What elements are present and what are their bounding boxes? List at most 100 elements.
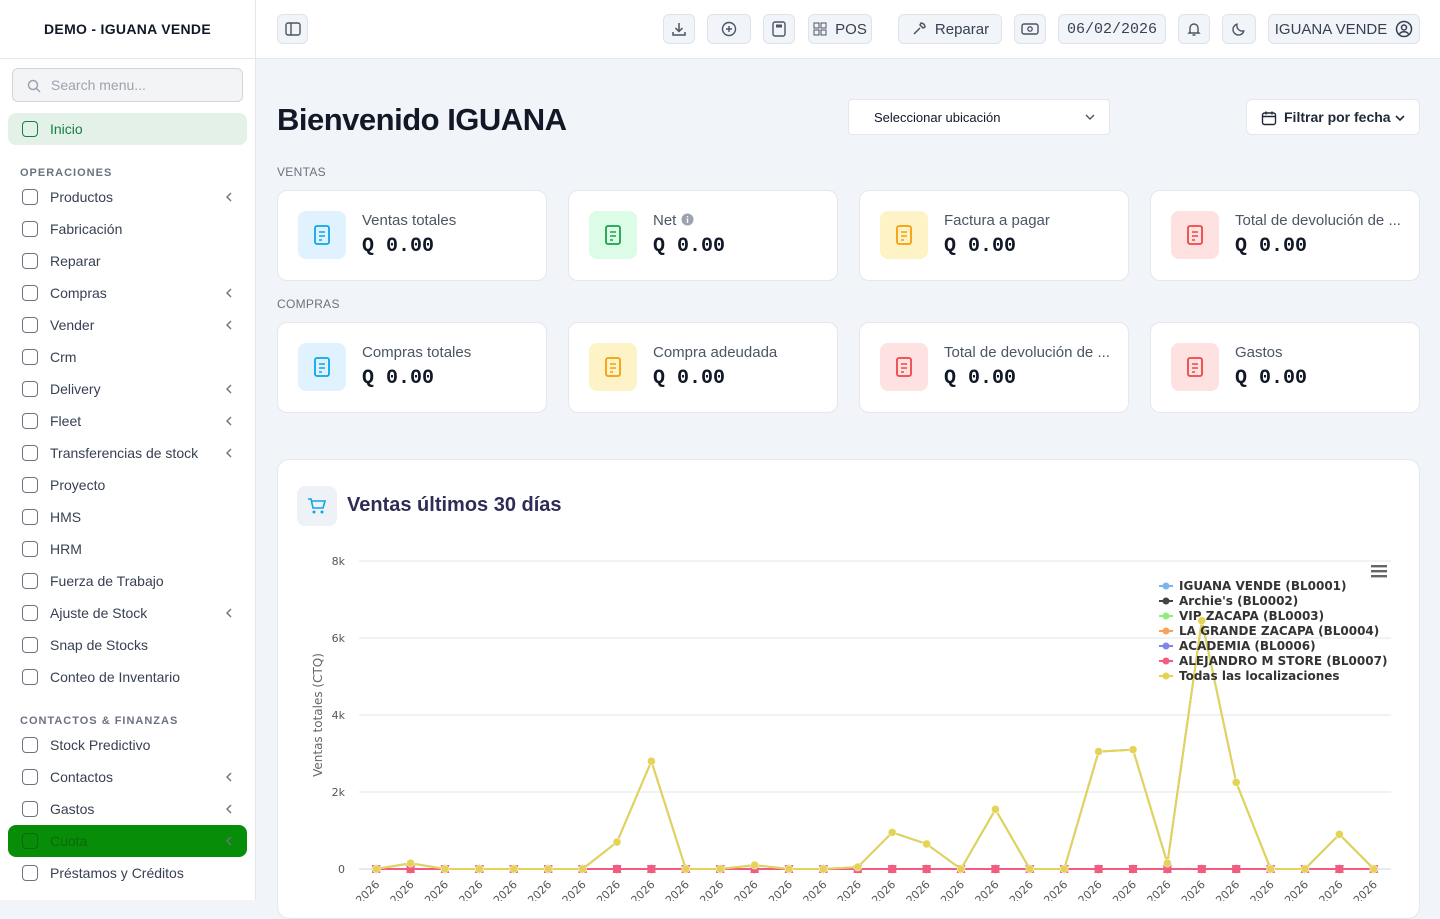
point <box>681 864 691 874</box>
menu-item[interactable]: Compras <box>8 277 247 309</box>
menu-item[interactable]: Fuerza de Trabajo <box>8 565 247 597</box>
point <box>578 864 587 874</box>
chevron <box>226 384 232 394</box>
notifications-button[interactable] <box>1178 14 1210 44</box>
y-tick-label: 6k <box>332 632 346 645</box>
menu-item[interactable]: Vender <box>8 309 247 341</box>
card-label: Total de devolución de ... <box>1235 212 1401 229</box>
menu-label: Inicio <box>50 121 83 137</box>
menu-section-title: OPERACIONES <box>20 167 113 179</box>
menu-icon <box>22 801 38 817</box>
menu-icon <box>22 477 38 493</box>
menu-item[interactable]: Fleet <box>8 405 247 437</box>
menu-icon <box>22 737 38 753</box>
location-select[interactable]: Seleccionar ubicación <box>848 99 1110 135</box>
chevron <box>226 288 232 298</box>
icon <box>1187 357 1203 377</box>
cash-button[interactable] <box>1014 14 1046 44</box>
menu-item[interactable]: Fabricación <box>8 213 247 245</box>
menu-label: Vender <box>50 317 95 333</box>
point <box>1163 858 1172 868</box>
menu-item[interactable]: Préstamos y Créditos <box>8 857 247 889</box>
x-tick-label: 2026 <box>869 878 898 901</box>
card-label: Ventas totales <box>362 212 456 229</box>
card-icon <box>589 211 637 259</box>
menu-label: Fuerza de Trabajo <box>50 573 164 589</box>
icon <box>314 357 330 377</box>
x-tick-label: 2026 <box>1041 878 1070 901</box>
menu-item[interactable]: Crm <box>8 341 247 373</box>
x-tick-label: 2026 <box>629 878 658 901</box>
menu-item[interactable]: Transferencias de stock <box>8 437 247 469</box>
date-button[interactable]: 06/02/2026 <box>1058 14 1166 44</box>
menu-label: Fleet <box>50 413 82 429</box>
group-title: VENTAS <box>277 165 326 179</box>
point <box>991 865 1000 873</box>
card-value: Q 0.00 <box>653 367 726 390</box>
collapse-button[interactable] <box>277 14 308 44</box>
x-tick-label: 2026 <box>973 878 1002 901</box>
x-tick-label: 2026 <box>594 878 623 901</box>
icon <box>672 23 686 36</box>
button-label: POS <box>835 20 867 38</box>
menu-item[interactable]: Inicio <box>8 113 247 145</box>
card-label-text: Compra adeudada <box>653 344 778 361</box>
card-value: Q 0.00 <box>1235 235 1308 258</box>
point <box>750 860 759 870</box>
x-tick-label: 2026 <box>1179 878 1208 901</box>
menu-item[interactable]: Productos <box>8 181 247 213</box>
stat-card: Net Q 0.00 <box>568 190 838 281</box>
user-button[interactable]: IGUANA VENDE <box>1268 14 1420 44</box>
repair-button[interactable]: Reparar <box>898 14 1002 44</box>
icon <box>772 21 786 37</box>
theme-button[interactable] <box>1222 14 1256 44</box>
menu-item[interactable]: Contactos <box>8 761 247 793</box>
x-tick-label: 2026 <box>560 878 589 901</box>
point <box>1266 864 1275 874</box>
card-label: Gastos <box>1235 344 1283 361</box>
point <box>475 864 484 874</box>
x-tick-label: 2026 <box>1110 878 1139 901</box>
pos-button[interactable]: POS <box>808 14 872 44</box>
x-tick-label: 2026 <box>491 878 520 901</box>
menu-item[interactable]: Snap de Stocks <box>8 629 247 661</box>
point <box>1197 616 1207 625</box>
menu-label: Compras <box>50 285 107 301</box>
date-filter[interactable]: Filtrar por fecha <box>1246 99 1420 135</box>
menu-icon <box>22 221 38 237</box>
menu-label: Proyecto <box>50 477 106 493</box>
add-button[interactable] <box>707 14 751 44</box>
icon <box>721 21 737 37</box>
chevron <box>226 448 232 458</box>
chart-menu[interactable] <box>1371 565 1387 578</box>
card-label: Compras totales <box>362 344 471 361</box>
stat-card: Gastos Q 0.00 <box>1150 322 1420 413</box>
point <box>1231 778 1241 787</box>
menu-item[interactable]: Conteo de Inventario <box>8 661 247 693</box>
menu-item[interactable]: HMS <box>8 501 247 533</box>
menu-item[interactable]: Stock Predictivo <box>8 729 247 761</box>
menu-item[interactable]: Delivery <box>8 373 247 405</box>
point <box>406 865 415 873</box>
x-tick-label: 2026 <box>388 878 417 901</box>
menu-item[interactable]: Gastos <box>8 793 247 825</box>
menu-item[interactable]: Cuota <box>8 825 247 857</box>
search-menu[interactable]: Search menu... <box>12 68 243 102</box>
calculator-button[interactable] <box>763 14 795 44</box>
legend-label: Todas las localizaciones <box>1179 669 1340 683</box>
menu-item[interactable]: Ajuste de Stock <box>8 597 247 629</box>
point <box>819 864 828 874</box>
legend-marker <box>1162 642 1170 650</box>
x-tick-label: 2026 <box>938 878 967 901</box>
menu-label: Contactos <box>50 769 114 785</box>
download-button[interactable] <box>663 14 695 44</box>
icon <box>1396 20 1413 38</box>
info-icon[interactable] <box>681 213 694 226</box>
menu-item[interactable]: HRM <box>8 533 247 565</box>
card-label: Factura a pagar <box>944 212 1050 229</box>
point <box>1094 865 1103 873</box>
menu-item[interactable]: Proyecto <box>8 469 247 501</box>
menu-label: Productos <box>50 189 114 205</box>
menu-item[interactable]: Reparar <box>8 245 247 277</box>
point <box>991 805 1000 814</box>
